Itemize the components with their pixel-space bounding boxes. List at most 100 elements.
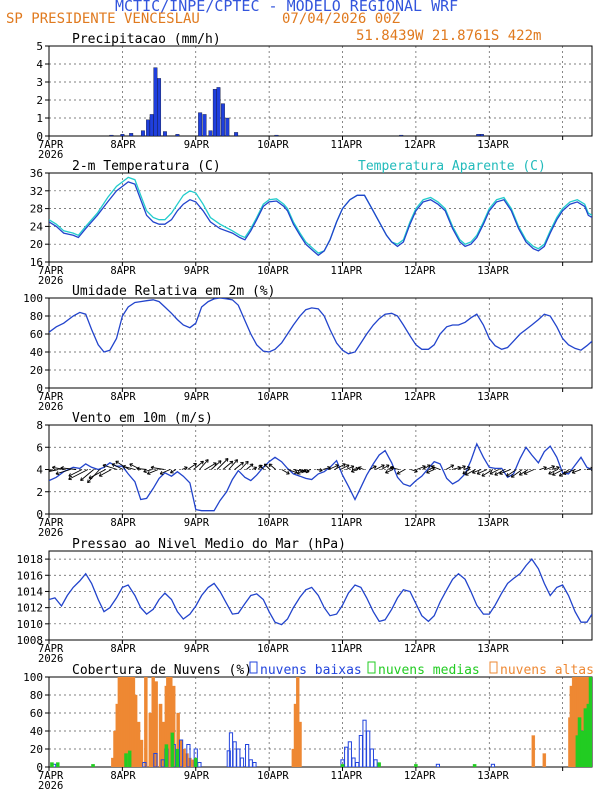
y-tick-label: 100 (23, 671, 43, 684)
cloud-bar-0 (362, 719, 367, 767)
panel-pressure: 1008 1010 1012 1014 1016 1018 7APR 8APR 9APR 10AP… (17, 537, 593, 665)
wind-arrowhead (562, 471, 567, 476)
wind-arrow (410, 469, 418, 473)
station-name: SP PRESIDENTE VENCESLAU (6, 11, 200, 27)
wind-arrowhead (304, 468, 308, 473)
wind-arrow (322, 466, 331, 470)
wind-arrowhead (234, 459, 239, 463)
cloud-bar-2 (139, 739, 144, 767)
wind-arrow (562, 469, 576, 475)
plot-frame (48, 297, 593, 389)
year-label: 2026 (38, 275, 63, 287)
y-tick-label: 5 (36, 40, 43, 53)
wind-arrowhead (465, 471, 469, 476)
cloud-bar-2 (144, 677, 148, 767)
wind-arrowhead (462, 465, 466, 470)
panel-title-pressure: Pressao ao Nivel Medio do Mar (hPa) (72, 537, 346, 552)
wind-arrow (240, 460, 249, 470)
y-tick-label: 8 (36, 419, 43, 432)
wind-arrowhead (60, 466, 64, 471)
year-label: 2026 (38, 780, 63, 792)
wind-arrowhead (68, 473, 73, 477)
wind-arrow (159, 469, 171, 475)
x-tick-label: 8APR (110, 517, 136, 529)
y-tick-label: 1016 (17, 569, 44, 582)
wind-arrowhead (558, 472, 563, 477)
cloud-bar-1 (414, 764, 418, 767)
wind-arrowhead (499, 471, 503, 475)
wind-arrow (150, 466, 165, 470)
wind-arrow (102, 464, 118, 470)
wind-arrow (216, 458, 229, 470)
x-tick-label: 7APR (38, 770, 64, 782)
legend-swatch-1 (367, 661, 376, 674)
cloud-bar-0 (178, 739, 184, 767)
legend-label-0: nuvens baixas (260, 663, 362, 678)
y-tick-label: 80 (30, 689, 43, 702)
wind-arrow (316, 469, 323, 472)
wind-arrowhead (472, 469, 476, 474)
wind-arrow (281, 469, 290, 475)
wind-arrowhead (146, 471, 151, 475)
panel-clouds: 0 20 40 60 80 100 7APR 8APR 9APR 10APR 11APR 12APR 1… (23, 661, 594, 792)
marks-pressure (49, 558, 592, 626)
wind-arrow (422, 464, 431, 470)
x-tick-label: 8APR (110, 265, 136, 277)
marks-wind (49, 442, 592, 512)
series-line-pressure-0 (49, 558, 592, 626)
wind-arrow (428, 466, 436, 470)
wind-arrowhead (115, 460, 119, 465)
cloud-bar-0 (351, 757, 356, 767)
cloud-bar-1 (175, 748, 180, 767)
legend-label-2: nuvens altas (500, 663, 594, 678)
panel-title-rh: Umidade Relativa em 2m (%) (72, 284, 276, 299)
cloud-bar-0 (236, 748, 241, 767)
panel-title-temp: 2-m Temperatura (C) (72, 159, 221, 174)
wind-arrowhead (240, 461, 244, 466)
wind-arrow (494, 469, 505, 476)
wind-arrow (548, 469, 558, 475)
y-tick-label: 20 (30, 364, 43, 377)
x-tick-label: 9APR (184, 391, 210, 403)
wind-arrow (551, 466, 560, 470)
y-tick-label: 0 (36, 508, 43, 521)
x-tick-label: 9APR (184, 139, 210, 151)
wind-arrowhead (80, 477, 84, 481)
wind-arrow (143, 469, 153, 473)
wind-arrowhead (476, 470, 481, 475)
wind-arrowhead (224, 458, 229, 462)
wind-arrow (99, 469, 112, 477)
wind-arrow (111, 463, 124, 470)
wind-arrow (115, 460, 130, 470)
wind-arrow (304, 469, 312, 473)
wind-arrow (205, 462, 217, 470)
panel-rh: 0 20 40 60 80 100 7APR 8APR 9APR 10APR 11APR 12APR 1… (23, 284, 593, 413)
cloud-bar-0 (366, 730, 371, 767)
y-tick-label: 2 (36, 94, 43, 107)
cloud-bar-1 (377, 762, 381, 767)
cloud-bar-0 (248, 759, 253, 767)
wind-arrow (586, 468, 592, 470)
year-label: 2026 (38, 527, 63, 539)
wind-arrowhead (253, 466, 258, 471)
y-tick-label: 1010 (17, 618, 44, 631)
wind-arrowhead (551, 472, 556, 476)
wind-arrow (431, 465, 441, 470)
wind-arrow (481, 469, 494, 477)
wind-arrowhead (286, 470, 290, 475)
wind-arrowhead (136, 466, 140, 471)
x-tick-label: 8APR (110, 770, 136, 782)
wind-arrow (246, 463, 254, 470)
plot-frame (48, 45, 593, 137)
cloud-bar-2 (542, 753, 547, 767)
wind-arrow (552, 469, 564, 476)
wind-arrow (234, 462, 244, 470)
wind-arrow (80, 469, 95, 481)
x-tick-label: 11APR (331, 391, 363, 403)
wind-arrowhead (385, 469, 389, 474)
cloud-bar-0 (347, 741, 352, 767)
wind-arrow (68, 469, 83, 477)
y-tick-label: 1008 (17, 634, 44, 647)
cloud-bar-0 (239, 757, 245, 767)
y-tick-label: 28 (30, 203, 43, 216)
